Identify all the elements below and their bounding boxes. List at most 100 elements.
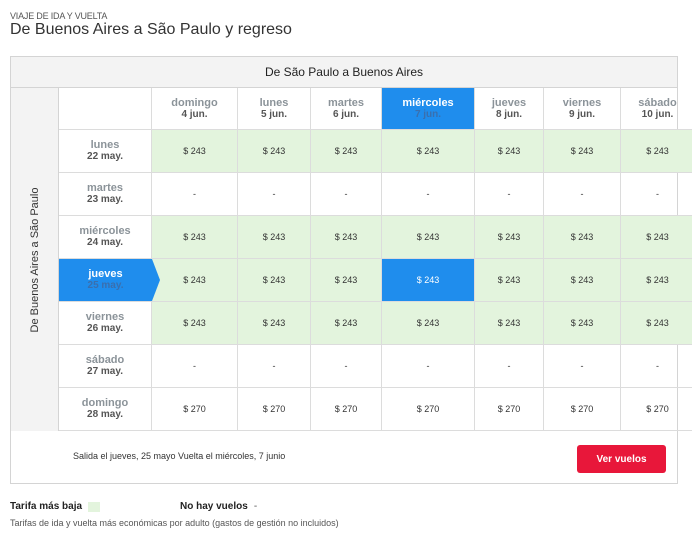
- fare-price: $ 243: [334, 146, 358, 156]
- fare-price: -: [272, 189, 276, 199]
- legend-lowest-fare: Tarifa más baja: [10, 501, 101, 512]
- return-date-header[interactable]: domingo 4 jun.: [152, 88, 238, 130]
- outbound-date-label: 26 may.: [87, 323, 123, 334]
- fare-cell[interactable]: $ 243: [311, 259, 382, 302]
- fare-cell[interactable]: $ 270: [475, 388, 544, 431]
- fare-cell[interactable]: -: [544, 345, 621, 388]
- fare-price: -: [193, 189, 196, 199]
- fare-price: $ 243: [570, 275, 594, 285]
- fare-cell[interactable]: $ 243: [238, 259, 311, 302]
- fare-price: $ 243: [646, 232, 669, 242]
- fare-cell[interactable]: $ 243: [475, 130, 544, 173]
- fare-cell[interactable]: -: [311, 173, 382, 216]
- return-date-header[interactable]: jueves 8 jun.: [475, 88, 544, 130]
- fare-price: $ 270: [570, 404, 594, 414]
- outbound-day-label: lunes: [90, 139, 120, 151]
- fare-cell[interactable]: $ 243: [152, 130, 238, 173]
- fare-cell[interactable]: $ 243: [475, 302, 544, 345]
- return-date-header[interactable]: martes 6 jun.: [311, 88, 382, 130]
- fare-matrix-panel: De São Paulo a Buenos Aires De Buenos Ai…: [10, 56, 692, 484]
- fare-cell[interactable]: $ 270: [382, 388, 475, 431]
- fare-price: $ 243: [334, 318, 358, 328]
- fare-cell[interactable]: $ 243: [238, 216, 311, 259]
- fare-cell[interactable]: -: [311, 345, 382, 388]
- fare-cell[interactable]: -: [475, 173, 544, 216]
- fare-price: $ 270: [262, 404, 286, 414]
- return-date-label: 4 jun.: [181, 108, 208, 120]
- fare-price: $ 243: [334, 275, 358, 285]
- fare-cell[interactable]: -: [238, 345, 311, 388]
- fare-price: $ 243: [646, 318, 669, 328]
- fare-cell[interactable]: $ 243: [621, 259, 692, 302]
- return-date-header[interactable]: miércoles 7 jun.: [382, 88, 475, 130]
- legend-lowest-label: Tarifa más baja: [10, 501, 83, 512]
- fare-cell[interactable]: $ 243: [382, 216, 475, 259]
- fare-price: -: [656, 361, 659, 371]
- return-date-header[interactable]: sábado 10 jun.: [621, 88, 692, 130]
- outbound-date-header[interactable]: miércoles 24 may.: [59, 216, 152, 259]
- fare-cell[interactable]: $ 243: [152, 259, 238, 302]
- fare-price: -: [580, 189, 584, 199]
- fare-cell[interactable]: $ 243: [382, 302, 475, 345]
- fare-cell[interactable]: $ 243: [152, 302, 238, 345]
- fare-price: $ 243: [497, 275, 521, 285]
- fare-cell[interactable]: -: [382, 345, 475, 388]
- fare-cell[interactable]: $ 243: [544, 216, 621, 259]
- outbound-date-header[interactable]: domingo 28 may.: [59, 388, 152, 431]
- fare-price: -: [580, 361, 584, 371]
- fare-cell[interactable]: -: [382, 173, 475, 216]
- fare-price: $ 243: [262, 318, 286, 328]
- outbound-date-label: 23 may.: [87, 194, 123, 205]
- fare-price: $ 243: [416, 232, 440, 242]
- return-date-header[interactable]: viernes 9 jun.: [544, 88, 621, 130]
- page-title: De Buenos Aires a São Paulo y regreso: [10, 21, 292, 38]
- fare-cell[interactable]: $ 243: [311, 302, 382, 345]
- return-date-label: 8 jun.: [495, 108, 523, 120]
- outbound-date-header[interactable]: viernes 26 may.: [59, 302, 152, 345]
- fare-cell[interactable]: $ 243: [311, 216, 382, 259]
- fare-cell[interactable]: $ 243: [544, 130, 621, 173]
- fare-cell[interactable]: $ 243: [382, 130, 475, 173]
- fare-cell[interactable]: $ 270: [238, 388, 311, 431]
- return-direction-label: De São Paulo a Buenos Aires: [264, 65, 424, 79]
- fare-price: -: [426, 361, 430, 371]
- fare-cell[interactable]: -: [152, 173, 238, 216]
- fare-cell[interactable]: -: [152, 345, 238, 388]
- fare-cell[interactable]: $ 243: [544, 259, 621, 302]
- fare-cell[interactable]: $ 243: [621, 302, 692, 345]
- fare-cell[interactable]: $ 243: [382, 259, 475, 302]
- return-day-label: jueves: [491, 96, 527, 109]
- outbound-date-label: 27 may.: [87, 366, 123, 377]
- fare-cell[interactable]: -: [475, 345, 544, 388]
- fare-cell[interactable]: $ 270: [621, 388, 692, 431]
- fare-cell[interactable]: $ 243: [621, 216, 692, 259]
- outbound-date-header[interactable]: martes 23 may.: [59, 173, 152, 216]
- outbound-date-label: 25 may.: [87, 280, 124, 291]
- view-flights-button[interactable]: Ver vuelos: [577, 445, 666, 473]
- return-date-header[interactable]: lunes 5 jun.: [238, 88, 311, 130]
- fare-price: $ 243: [497, 232, 521, 242]
- fare-cell[interactable]: $ 243: [311, 130, 382, 173]
- fare-cell[interactable]: $ 270: [311, 388, 382, 431]
- outbound-date-header[interactable]: sábado 27 may.: [59, 345, 152, 388]
- fare-cell[interactable]: $ 243: [238, 130, 311, 173]
- fare-cell[interactable]: $ 243: [621, 130, 692, 173]
- legend-none-symbol: -: [253, 501, 258, 512]
- outbound-date-header[interactable]: jueves 25 may.: [59, 259, 160, 302]
- fare-cell[interactable]: $ 243: [544, 302, 621, 345]
- fare-cell[interactable]: -: [544, 173, 621, 216]
- fare-cell[interactable]: $ 243: [475, 259, 544, 302]
- fare-cell[interactable]: $ 270: [544, 388, 621, 431]
- fare-cell[interactable]: $ 270: [152, 388, 238, 431]
- fare-cell[interactable]: -: [621, 173, 692, 216]
- fare-cell[interactable]: $ 243: [152, 216, 238, 259]
- fare-cell[interactable]: $ 243: [475, 216, 544, 259]
- fare-cell[interactable]: -: [238, 173, 311, 216]
- fare-cell[interactable]: -: [621, 345, 692, 388]
- outbound-date-header[interactable]: lunes 22 may.: [59, 130, 152, 173]
- fare-price: $ 243: [183, 275, 206, 285]
- return-day-label: martes: [327, 96, 365, 109]
- fare-cell[interactable]: $ 243: [238, 302, 311, 345]
- legend-lowest-swatch: [88, 501, 101, 512]
- outbound-day-label: domingo: [81, 397, 129, 409]
